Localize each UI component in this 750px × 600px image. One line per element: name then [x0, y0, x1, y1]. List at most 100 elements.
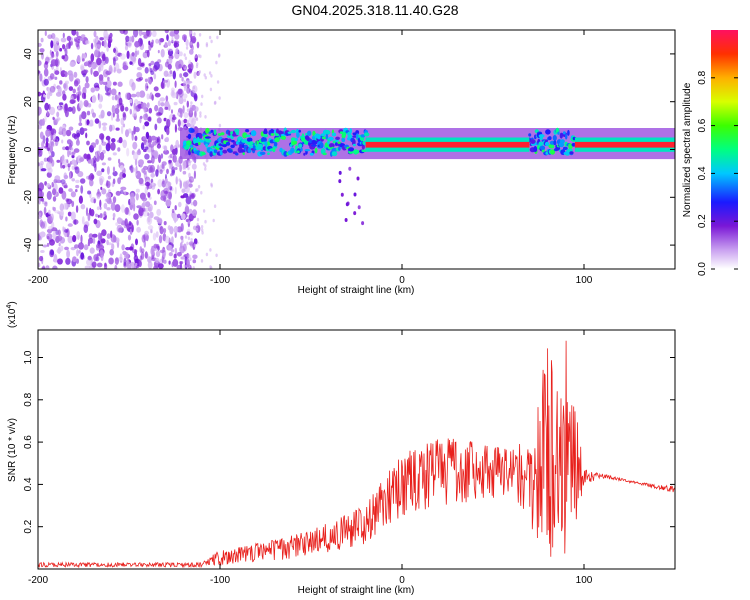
noise-blob — [185, 183, 188, 188]
noise-blob — [195, 227, 199, 232]
noise-blob — [168, 159, 173, 163]
noise-blob — [124, 45, 129, 51]
noise-blob — [200, 225, 204, 229]
noise-blob — [189, 257, 192, 262]
noise-blob — [77, 171, 84, 178]
carrier-blob — [331, 147, 338, 153]
noise-blob — [96, 243, 101, 249]
noise-blob — [100, 109, 105, 119]
noise-blob — [76, 31, 79, 37]
carrier-blob — [324, 130, 331, 135]
noise-blob — [57, 246, 61, 255]
noise-blob — [353, 211, 357, 216]
noise-blob — [92, 237, 96, 244]
carrier-blob — [349, 128, 352, 134]
noise-blob — [104, 262, 107, 267]
noise-blob — [120, 186, 127, 191]
noise-blob — [49, 73, 55, 80]
noise-blob — [45, 129, 51, 137]
noise-blob — [71, 178, 75, 182]
noise-blob — [144, 82, 149, 92]
carrier-blob — [360, 134, 366, 138]
noise-blob — [54, 70, 60, 75]
noise-blob — [144, 121, 150, 127]
noise-blob — [75, 129, 80, 139]
carrier-blob — [361, 149, 367, 153]
noise-blob — [91, 94, 97, 104]
noise-blob — [200, 190, 203, 195]
carrier-blob — [264, 141, 268, 147]
noise-blob — [67, 106, 73, 112]
carrier-blob — [222, 149, 228, 154]
spectrogram-x-label: Height of straight line (km) — [298, 285, 415, 296]
noise-blob — [52, 116, 55, 120]
carrier-blob — [205, 143, 209, 148]
noise-blob — [44, 181, 47, 186]
noise-blob — [125, 35, 130, 42]
carrier-blob — [219, 147, 223, 151]
noise-blob — [75, 40, 80, 48]
noise-blob — [199, 114, 202, 118]
noise-blob — [78, 195, 83, 204]
carrier-blob — [190, 128, 195, 133]
carrier-blob — [352, 143, 356, 147]
carrier-blob — [292, 140, 298, 145]
noise-blob — [46, 147, 50, 151]
noise-blob — [97, 232, 101, 241]
noise-blob — [109, 32, 113, 38]
noise-blob — [89, 179, 94, 187]
noise-blob — [40, 160, 44, 166]
noise-blob — [184, 56, 188, 61]
noise-blob — [192, 254, 198, 260]
noise-blob — [160, 102, 165, 107]
noise-blob — [147, 261, 153, 269]
noise-blob — [196, 41, 200, 49]
noise-blob — [84, 82, 90, 89]
noise-blob — [151, 155, 155, 164]
noise-blob — [88, 123, 94, 127]
noise-blob — [71, 106, 76, 115]
noise-blob — [171, 92, 178, 99]
noise-blob — [124, 190, 126, 196]
noise-blob — [43, 157, 48, 162]
noise-blob — [192, 125, 195, 129]
noise-blob — [196, 222, 199, 227]
colorbar-tick-label: 0.2 — [697, 214, 708, 228]
noise-blob — [191, 163, 197, 170]
noise-blob — [41, 141, 45, 149]
noise-blob — [111, 88, 117, 96]
noise-blob — [74, 244, 79, 249]
noise-blob — [71, 133, 77, 138]
noise-blob — [136, 128, 140, 132]
noise-blob — [38, 124, 42, 130]
noise-blob — [104, 33, 110, 38]
noise-blob — [105, 79, 112, 88]
snr-y-ticks: 0.2 0.4 0.6 0.8 1.0 — [23, 350, 675, 534]
noise-blob — [119, 30, 126, 34]
noise-blob — [197, 184, 201, 189]
noise-blob — [135, 91, 141, 98]
colorbar-tick-label: 0.4 — [697, 166, 708, 180]
carrier-blob — [230, 144, 235, 149]
noise-blob — [107, 157, 112, 161]
noise-blob — [181, 188, 186, 193]
noise-blob — [62, 164, 66, 169]
noise-blob — [138, 207, 145, 217]
noise-blob — [100, 254, 104, 262]
noise-blob — [114, 264, 118, 269]
noise-blob — [127, 128, 132, 134]
noise-blob — [61, 139, 64, 144]
carrier-blob — [539, 136, 543, 141]
noise-blob — [156, 138, 160, 143]
noise-blob — [142, 210, 149, 217]
noise-blob — [76, 95, 79, 101]
y-tick-label: 0.4 — [23, 477, 34, 491]
noise-blob — [127, 39, 132, 48]
noise-blob — [133, 152, 139, 161]
noise-blob — [177, 144, 181, 148]
noise-blob — [124, 207, 130, 215]
noise-blob — [112, 212, 116, 218]
carrier-blob — [352, 139, 356, 146]
noise-blob — [93, 70, 99, 77]
noise-blob — [96, 194, 101, 199]
